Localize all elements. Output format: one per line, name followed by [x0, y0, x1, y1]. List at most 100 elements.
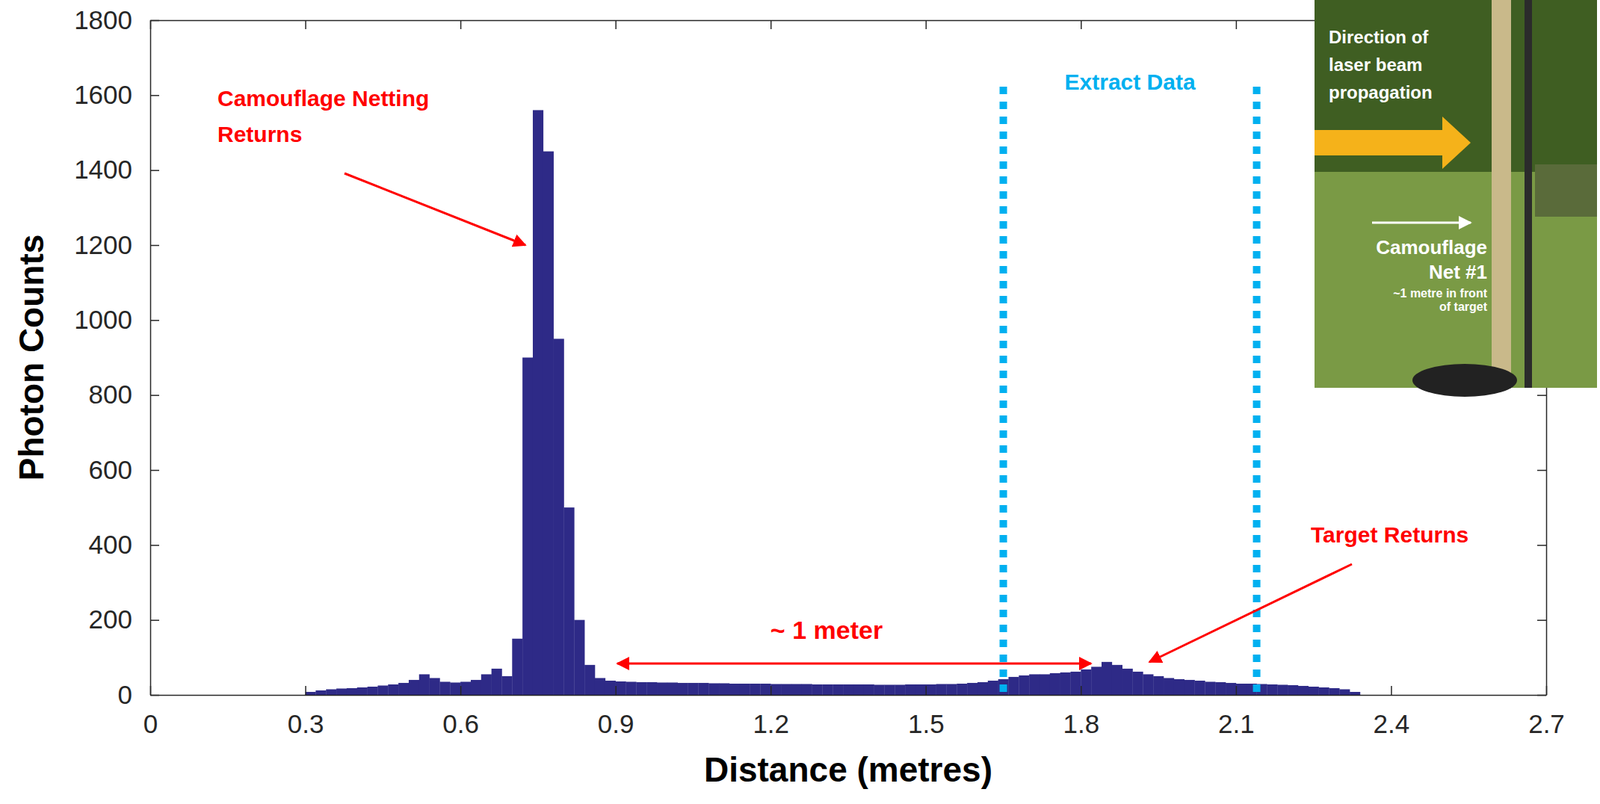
bar [1204, 681, 1216, 696]
bar [1029, 674, 1040, 696]
inset-net-note-line: of target [1439, 300, 1488, 314]
inset-pole [1524, 0, 1532, 388]
bar [1153, 676, 1164, 696]
tick-mark [150, 470, 160, 472]
inset-net-label-line: Camouflage [1375, 236, 1488, 259]
bar [739, 683, 751, 696]
tick [770, 20, 772, 30]
bar [667, 682, 678, 696]
tick-mark [150, 319, 160, 322]
tick-label: 200 [88, 604, 133, 634]
tick [305, 20, 307, 30]
bar [874, 684, 885, 696]
bar [1328, 688, 1340, 696]
bar [1298, 686, 1309, 696]
tick-label: 2.1 [1218, 709, 1255, 739]
bar [770, 683, 781, 696]
tick: 400 [88, 529, 160, 559]
tick-mark [615, 686, 617, 696]
bar [315, 690, 326, 696]
tick-label: 0.6 [442, 709, 480, 739]
inset-trees [1314, 0, 1598, 172]
tick [1537, 395, 1547, 397]
target-arrow [1149, 564, 1352, 663]
inset-tire [1412, 363, 1518, 397]
netting-arrow [344, 173, 526, 246]
netting-label: Camouflage NettingReturns [217, 85, 429, 147]
tick: 2.4 [1373, 686, 1411, 739]
bar [357, 687, 368, 696]
tick [1537, 695, 1547, 696]
bar [1112, 665, 1123, 696]
bar [915, 684, 926, 696]
tick-label: 400 [88, 529, 133, 559]
inset-vehicle [1534, 164, 1598, 217]
bar [1132, 671, 1144, 696]
tick-mark [925, 20, 928, 30]
bar [822, 684, 833, 696]
bar [812, 684, 823, 696]
tick-mark [1537, 695, 1547, 697]
bar [1060, 672, 1071, 696]
tick: 0.6 [442, 686, 480, 739]
bar [729, 683, 740, 696]
tick-mark [1537, 544, 1547, 547]
tick: 1400 [73, 154, 160, 184]
tick-mark [1537, 394, 1547, 397]
bar [408, 680, 420, 696]
bar [594, 677, 606, 696]
extract-line [1253, 86, 1261, 694]
bar [904, 684, 916, 696]
bar [635, 682, 647, 696]
tick [460, 20, 462, 30]
bar [801, 683, 813, 696]
tick-mark [150, 619, 160, 622]
bar [987, 680, 999, 696]
inset-net-note-line: ~1 metre in front [1392, 286, 1488, 300]
bar [1225, 683, 1237, 696]
tick-label: 800 [88, 379, 133, 409]
bar [1174, 679, 1185, 696]
tick-mark [1537, 470, 1547, 472]
bar [419, 674, 430, 696]
inset-arrow-label-line: laser beam [1328, 54, 1423, 75]
bar [626, 681, 637, 696]
tick-label: 0 [118, 680, 133, 710]
bar [688, 683, 699, 696]
inset-background [1314, 0, 1598, 388]
inset-net-label-line: Net #1 [1428, 260, 1488, 284]
bar [697, 683, 709, 696]
tick-mark [1080, 686, 1083, 696]
bar [1287, 685, 1299, 696]
bar [863, 684, 875, 696]
tick-mark [770, 686, 772, 696]
bar [936, 683, 947, 696]
bar [1163, 677, 1175, 696]
bar [656, 682, 668, 696]
bar [1308, 686, 1320, 696]
bar [439, 681, 450, 696]
axis: 00.30.60.91.21.51.82.12.42.7 [143, 686, 1565, 739]
tick [925, 20, 927, 30]
bar [336, 688, 347, 696]
tick: 800 [88, 379, 160, 409]
tick [1236, 20, 1237, 30]
bar [398, 683, 409, 696]
bar [563, 507, 574, 696]
bar [967, 683, 978, 696]
bar [1349, 692, 1361, 696]
bar [750, 683, 761, 696]
bar [522, 357, 533, 696]
bar [511, 638, 523, 696]
tick: 1.5 [907, 686, 945, 739]
bar [1339, 689, 1350, 696]
bar [584, 665, 595, 696]
bar [367, 686, 379, 696]
netting-label-line: Returns [217, 121, 302, 147]
bar [1122, 668, 1133, 696]
bar [677, 683, 689, 696]
tick-label: 1.5 [907, 709, 945, 739]
bar [1008, 677, 1019, 696]
bar [842, 684, 854, 696]
inset-net [1491, 0, 1512, 388]
